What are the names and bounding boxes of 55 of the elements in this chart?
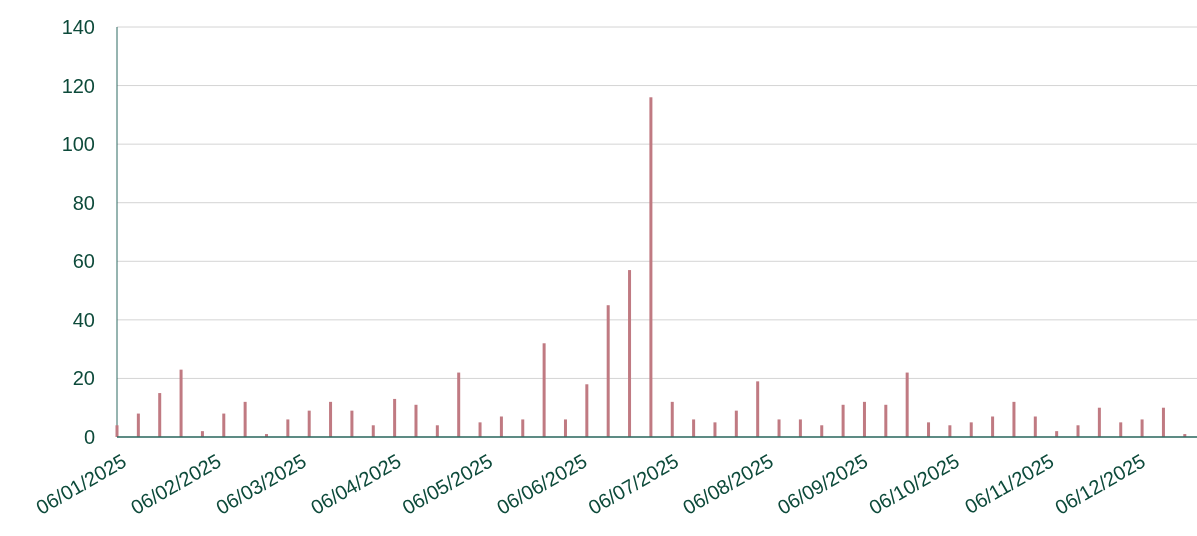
bar xyxy=(798,419,802,437)
bar xyxy=(179,369,183,437)
bar xyxy=(927,422,931,437)
bar xyxy=(841,404,845,437)
bar xyxy=(649,97,653,437)
bar xyxy=(670,401,674,437)
bar xyxy=(734,410,738,437)
bar xyxy=(1076,425,1080,437)
y-tick-label: 140 xyxy=(61,16,95,38)
bar xyxy=(777,419,781,437)
bar xyxy=(243,401,247,437)
bar xyxy=(713,422,717,437)
y-tick-label: 0 xyxy=(83,426,95,448)
bar xyxy=(948,425,952,437)
bar xyxy=(350,410,354,437)
bar xyxy=(585,384,589,437)
bar xyxy=(969,422,973,437)
bar xyxy=(542,343,546,437)
bar xyxy=(286,419,290,437)
bar xyxy=(478,422,482,437)
bar xyxy=(692,419,696,437)
bar xyxy=(136,413,140,437)
bar xyxy=(862,401,866,437)
bar xyxy=(756,381,760,437)
bar xyxy=(628,270,632,437)
bar xyxy=(820,425,824,437)
bar xyxy=(1033,416,1037,437)
bar xyxy=(499,416,503,437)
bar xyxy=(563,419,567,437)
y-tick-label: 60 xyxy=(72,250,95,273)
bar xyxy=(884,404,888,437)
bar xyxy=(457,372,461,437)
bar xyxy=(307,410,311,437)
bar xyxy=(991,416,995,437)
bar xyxy=(371,425,375,437)
y-tick-label: 20 xyxy=(72,367,95,390)
y-tick-label: 120 xyxy=(61,74,95,97)
y-tick-label: 40 xyxy=(72,308,95,331)
bar xyxy=(414,404,418,437)
bar xyxy=(1140,419,1144,437)
bar xyxy=(115,425,119,437)
bar xyxy=(158,393,162,437)
y-tick-label: 80 xyxy=(72,191,95,214)
bar xyxy=(329,401,333,437)
bar xyxy=(606,305,610,437)
y-tick-label: 100 xyxy=(61,133,95,156)
bar xyxy=(435,425,439,437)
bar xyxy=(1012,401,1016,437)
bar xyxy=(521,419,525,437)
bar xyxy=(222,413,226,437)
bar xyxy=(1161,407,1165,437)
bar xyxy=(393,398,397,437)
bar xyxy=(905,372,909,437)
bar xyxy=(1119,422,1123,437)
bar xyxy=(1097,407,1101,437)
